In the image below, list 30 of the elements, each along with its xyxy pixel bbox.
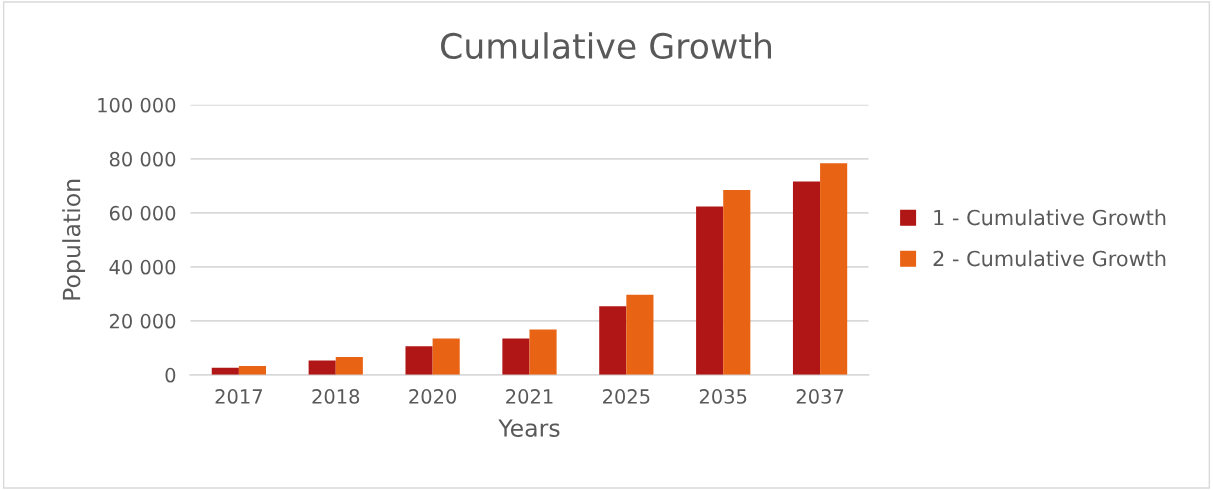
x-tick-label: 2020 bbox=[409, 389, 457, 404]
bar bbox=[599, 306, 627, 375]
x-tick-label: 2021 bbox=[506, 389, 553, 404]
y-tick-label: 40 000 bbox=[109, 259, 176, 275]
bar bbox=[792, 181, 821, 375]
bar bbox=[723, 189, 751, 375]
x-tick-label: 2035 bbox=[699, 389, 747, 404]
chart-title: Cumulative Growth bbox=[441, 32, 771, 60]
bar bbox=[432, 338, 460, 375]
x-tick-label: 2018 bbox=[312, 389, 360, 404]
y-tick-label: 80 000 bbox=[109, 151, 176, 167]
x-tick-label: 2025 bbox=[603, 389, 650, 404]
legend-label: 1 - Cumulative Growth bbox=[934, 209, 1166, 226]
bar bbox=[529, 329, 557, 375]
x-tick-label: 2017 bbox=[215, 389, 262, 404]
bar bbox=[405, 346, 433, 375]
x-tick-label: 2037 bbox=[796, 389, 844, 404]
y-tick-label: 60 000 bbox=[109, 205, 176, 221]
y-tick-label: 100 000 bbox=[98, 97, 176, 113]
bar bbox=[335, 357, 363, 375]
bar bbox=[820, 163, 848, 375]
y-axis-title: Population bbox=[62, 179, 86, 300]
y-tick-label: 0 bbox=[165, 367, 176, 383]
y-tick-label: 20 000 bbox=[109, 313, 176, 329]
legend-label: 2 - Cumulative Growth bbox=[933, 250, 1166, 267]
bar bbox=[502, 338, 530, 375]
bar bbox=[308, 360, 336, 375]
bar bbox=[696, 206, 724, 375]
bar bbox=[626, 294, 654, 375]
x-axis-title: Years bbox=[498, 419, 560, 437]
